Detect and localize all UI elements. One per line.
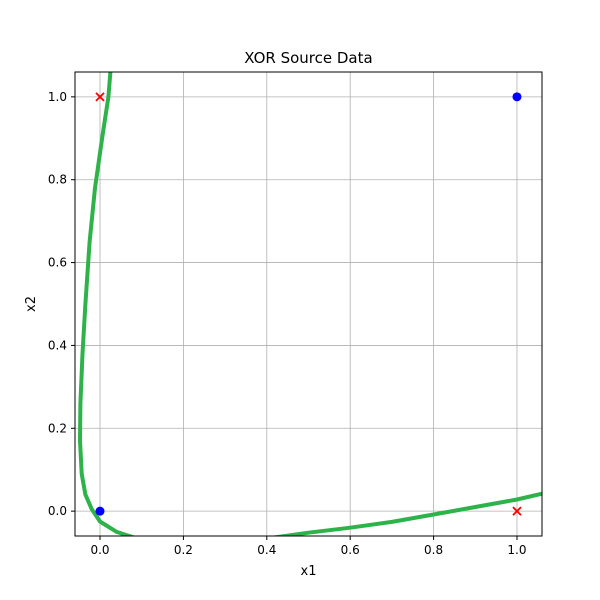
decision-boundary-curve — [78, 72, 542, 536]
ticks: 0.0 0.2 0.4 0.6 0.8 1.0 0.0 0.2 0.4 0.6 0.8 1.0 — [48, 90, 527, 557]
x-tick-label: 0.8 — [424, 543, 443, 557]
x-marker-stroke — [512, 506, 522, 516]
x-tick-label: 0.4 — [257, 543, 276, 557]
x-tick-label: 1.0 — [507, 543, 526, 557]
plot-area — [75, 72, 542, 536]
class-0-point — [512, 92, 522, 102]
y-axis-label: x2 — [24, 296, 39, 312]
y-tick-label: 0.8 — [48, 173, 67, 187]
plot-frame — [74, 71, 543, 537]
x-axis-label: x1 — [301, 564, 317, 579]
class-0-point — [95, 506, 105, 516]
y-tick-label: 0.2 — [48, 421, 67, 435]
x-tick-label: 0.6 — [341, 543, 360, 557]
class-1-point — [512, 506, 522, 516]
grid — [75, 72, 542, 536]
y-tick-label: 0.4 — [48, 338, 67, 352]
class-1-point — [95, 92, 105, 102]
x-tick-label: 0.0 — [90, 543, 109, 557]
y-tick-label: 0.0 — [48, 504, 67, 518]
decision-boundary-group — [78, 72, 542, 536]
y-tick-label: 1.0 — [48, 90, 67, 104]
x-tick-label: 0.2 — [174, 543, 193, 557]
x-marker-stroke — [95, 92, 105, 102]
y-tick-label: 0.6 — [48, 256, 67, 270]
chart-title: XOR Source Data — [244, 49, 372, 67]
data-points — [95, 92, 522, 516]
